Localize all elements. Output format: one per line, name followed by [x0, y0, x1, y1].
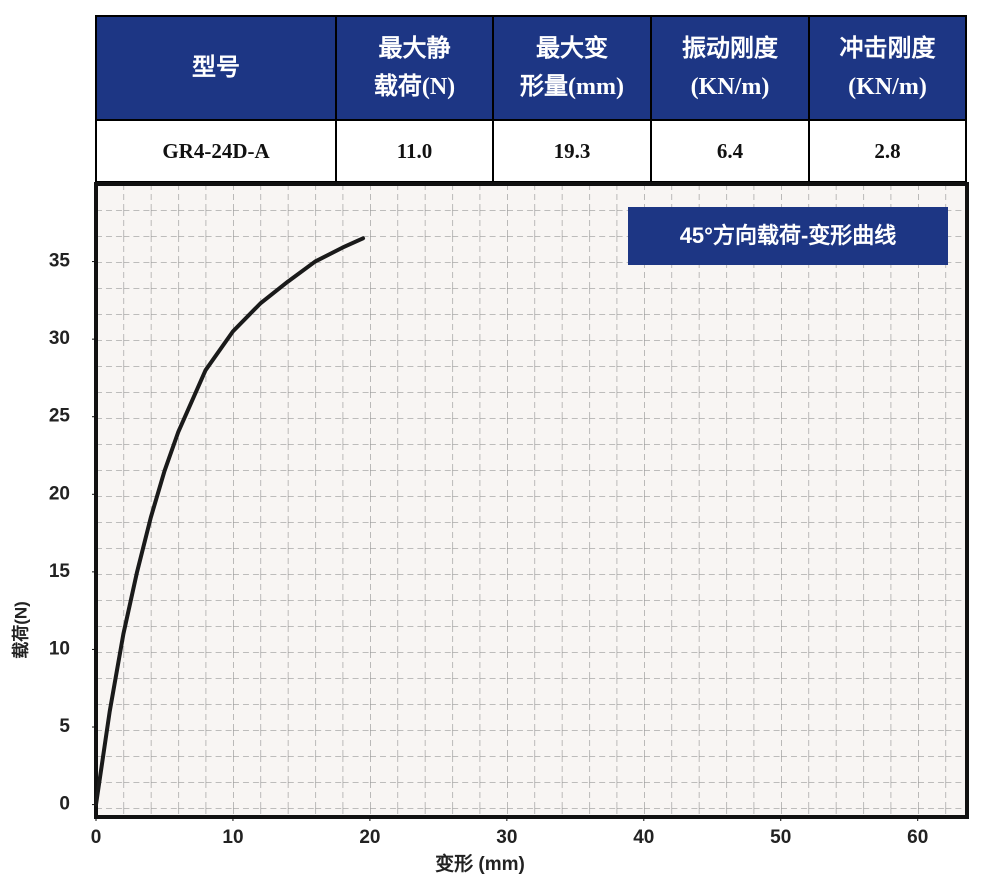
- x-tick-label: 0: [91, 827, 102, 848]
- y-tick-label: 0: [59, 794, 70, 815]
- y-tick-label: 15: [49, 561, 71, 582]
- header-cell: 最大静 载荷(N): [335, 15, 494, 121]
- curve: [94, 236, 366, 807]
- grid: [97, 185, 966, 816]
- x-tick-label: 30: [496, 827, 517, 848]
- y-tick-label: 10: [49, 638, 70, 659]
- header-cell: 振动刚度 (KN/m): [650, 15, 810, 121]
- data-row: GR4-24D-A 11.0 19.3 6.4 2.8: [95, 119, 967, 183]
- header-cell: 最大变 形量(mm): [492, 15, 652, 121]
- frame: [94, 182, 969, 819]
- cell: 19.3: [492, 119, 652, 183]
- y-tick-label: 25: [49, 406, 71, 427]
- y-tick-label: 35: [49, 251, 71, 272]
- spec-table: 型号 最大静 载荷(N) 最大变 形量(mm) 振动刚度 (KN/m) 冲击刚度…: [95, 15, 967, 183]
- x-tick-label: 20: [359, 827, 380, 848]
- y-tick-label: 20: [49, 483, 70, 504]
- title-box: [628, 207, 948, 265]
- x-tick-label: 40: [633, 827, 654, 848]
- y-tick-label: 5: [59, 716, 70, 737]
- cell: GR4-24D-A: [95, 119, 337, 183]
- x-tick-label: 50: [770, 827, 791, 848]
- y-tick-label: 30: [49, 328, 70, 349]
- cell: 11.0: [335, 119, 494, 183]
- cell: 6.4: [650, 119, 810, 183]
- x-axis-label: 变形 (mm): [435, 852, 525, 875]
- header-cell: 型号: [95, 15, 337, 121]
- header-cell: 冲击刚度 (KN/m): [808, 15, 967, 121]
- x-tick-label: 10: [222, 827, 243, 848]
- header-row: 型号 最大静 载荷(N) 最大变 形量(mm) 振动刚度 (KN/m) 冲击刚度…: [95, 15, 967, 121]
- cell: 2.8: [808, 119, 967, 183]
- y-axis-label: 载荷(N): [10, 601, 30, 659]
- x-tick-label: 60: [907, 827, 928, 848]
- chart-title: 45°方向载荷-变形曲线: [680, 223, 897, 248]
